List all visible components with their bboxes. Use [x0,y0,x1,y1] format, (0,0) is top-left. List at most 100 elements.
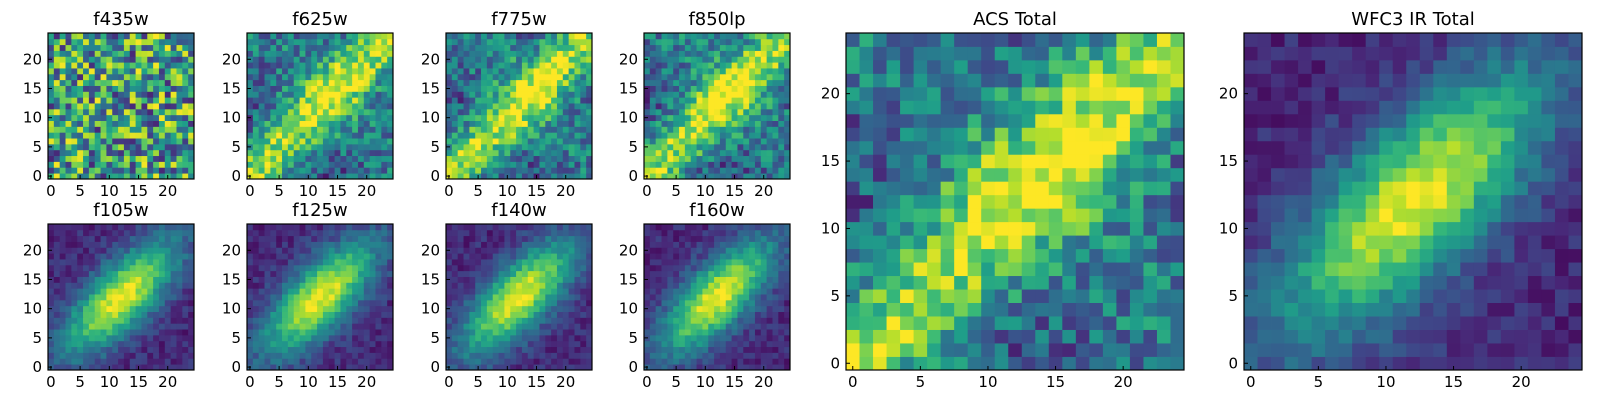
heatmap-cell [264,329,271,336]
heatmap-cell [247,340,254,348]
heatmap-cell [457,91,464,98]
heatmap-cell [369,334,376,342]
heatmap-cell [504,44,511,51]
heatmap-cell [586,299,593,307]
heatmap-cell [527,33,534,40]
heatmap-cell [282,276,289,283]
heatmap-cell [375,120,382,127]
heatmap-cell [766,149,773,157]
heatmap-cell [574,264,581,272]
heatmap-cell [510,114,517,121]
heatmap-cell [521,253,529,260]
heatmap-cell [112,364,119,371]
heatmap-cell [357,235,365,242]
heatmap-cell [580,329,587,336]
heatmap-cell [551,247,558,254]
heatmap-cell [486,358,494,365]
heatmap-cell [492,317,499,324]
heatmap-cell [516,340,523,348]
heatmap-cell [276,288,283,295]
heatmap-cell [516,305,523,312]
heatmap-cell [772,85,779,92]
y-tick-label: 5 [32,329,42,347]
heatmap-cell [305,114,312,121]
heatmap-cell [475,73,482,81]
heatmap-cell [451,56,459,63]
heatmap-cell [551,294,558,301]
heatmap-cell [510,259,517,266]
heatmap-cell [369,73,376,81]
heatmap-cell [574,103,581,110]
heatmap-cell [649,288,657,295]
heatmap-cell [188,143,195,151]
heatmap-cell [556,305,564,312]
heatmap-cell [498,108,505,116]
heatmap-cell [516,91,523,98]
heatmap-cell [147,235,154,242]
heatmap-cell [118,323,125,330]
heatmap-cell [702,276,709,283]
heatmap-cell [673,56,680,63]
heatmap-cell [504,235,511,242]
heatmap-cell [299,108,306,116]
heatmap-cell [77,334,84,342]
heatmap-cell [123,161,131,168]
heatmap-cell [83,270,90,277]
heatmap-cell [346,149,353,157]
y-tick-label: 0 [430,358,440,376]
heatmap-cell [287,270,295,277]
heatmap-cell [684,62,692,69]
heatmap-cell [766,155,773,162]
heatmap-cell [100,173,107,180]
heatmap-cell [363,241,371,248]
heatmap-cell [282,224,289,231]
heatmap-cell [679,50,686,57]
heatmap-cell [586,79,593,86]
heatmap-cell [574,253,581,260]
heatmap-cell [182,317,189,324]
heatmap-cell [252,108,260,116]
heatmap-cell [475,132,482,139]
heatmap-cell [346,62,353,69]
plot-frame [246,223,394,371]
heatmap-cell [527,132,534,139]
heatmap-cell [539,235,546,242]
heatmap-cell [135,149,142,157]
heatmap-cell [282,85,289,92]
heatmap-cell [644,264,651,272]
heatmap-cell [305,259,312,266]
heatmap-cell [252,364,260,371]
heatmap-cell [766,167,773,174]
heatmap-cell [772,288,779,295]
heatmap-cell [510,173,517,180]
heatmap-cell [77,323,84,330]
heatmap-cell [346,73,353,81]
heatmap-cell [521,33,529,40]
heatmap-cell [170,85,177,92]
heatmap-cell [311,44,318,51]
heatmap-cell [539,149,546,157]
heatmap-cell [708,161,715,168]
heatmap-cell [784,97,791,104]
heatmap-cell [164,282,172,289]
heatmap-cell [252,229,260,237]
heatmap-cell [533,305,540,312]
heatmap-cell [673,288,680,295]
heatmap-cell [317,247,324,254]
heatmap-cell [556,224,564,231]
heatmap-cell [164,68,172,75]
heatmap-cell [53,132,61,139]
heatmap-cell [486,352,494,359]
heatmap-cell [247,270,254,277]
heatmap-cell [100,264,107,272]
heatmap-cell [322,173,330,180]
heatmap-cell [778,126,785,133]
heatmap-cell [667,138,674,145]
heatmap-cell [778,79,785,86]
heatmap-cell [112,120,119,127]
heatmap-cell [53,346,61,353]
heatmap-cell [276,282,283,289]
heatmap-cell [533,294,540,301]
heatmap-cell [135,155,142,162]
